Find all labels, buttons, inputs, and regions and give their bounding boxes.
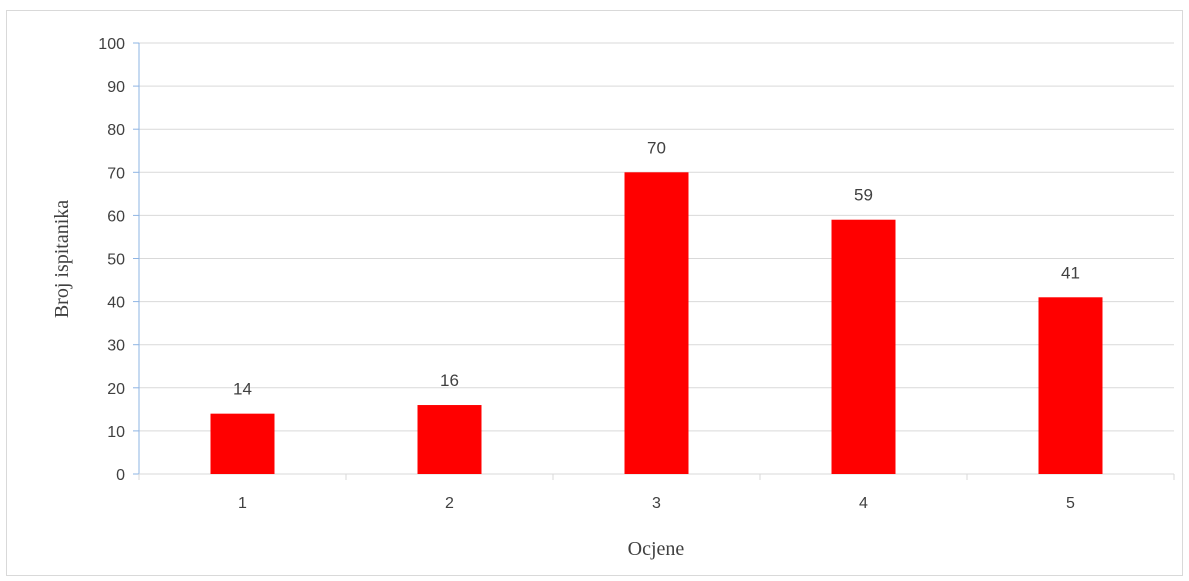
x-tick-label: 2 (445, 495, 454, 512)
y-tick-label: 80 (107, 122, 125, 139)
tick-labels: 0 10 20 30 40 50 60 70 80 90 100 1 2 3 4 5 (98, 36, 1075, 512)
data-label: 16 (440, 371, 459, 390)
y-tick-label: 0 (116, 467, 125, 484)
y-tick-label: 70 (107, 165, 125, 182)
data-label: 59 (854, 186, 873, 205)
x-axis-title: Ocjene (628, 538, 685, 560)
y-tick-label: 60 (107, 208, 125, 225)
y-tick-label: 30 (107, 338, 125, 355)
data-label: 41 (1061, 263, 1080, 282)
gridlines (139, 42, 1174, 432)
y-tick-label: 90 (107, 79, 125, 96)
x-tick-label: 1 (238, 495, 247, 512)
bar (210, 413, 275, 474)
y-tick-label: 20 (107, 381, 125, 398)
y-tick-label: 100 (98, 36, 125, 53)
bar (417, 405, 482, 474)
y-tick-label: 10 (107, 424, 125, 441)
bar (1038, 297, 1103, 474)
bars (210, 172, 1103, 475)
bar (831, 219, 896, 474)
y-tick-label: 40 (107, 295, 125, 312)
data-label: 14 (233, 380, 252, 399)
chart-frame (6, 10, 1183, 576)
x-tick-label: 4 (859, 495, 868, 512)
bar (624, 172, 689, 475)
y-tick-label: 50 (107, 252, 125, 269)
y-axis-title: Broj ispitanika (51, 200, 73, 318)
data-labels: 14 16 70 59 41 (233, 138, 1080, 398)
x-tick-label: 5 (1066, 495, 1075, 512)
data-label: 70 (647, 138, 666, 157)
x-tick-label: 3 (652, 495, 661, 512)
